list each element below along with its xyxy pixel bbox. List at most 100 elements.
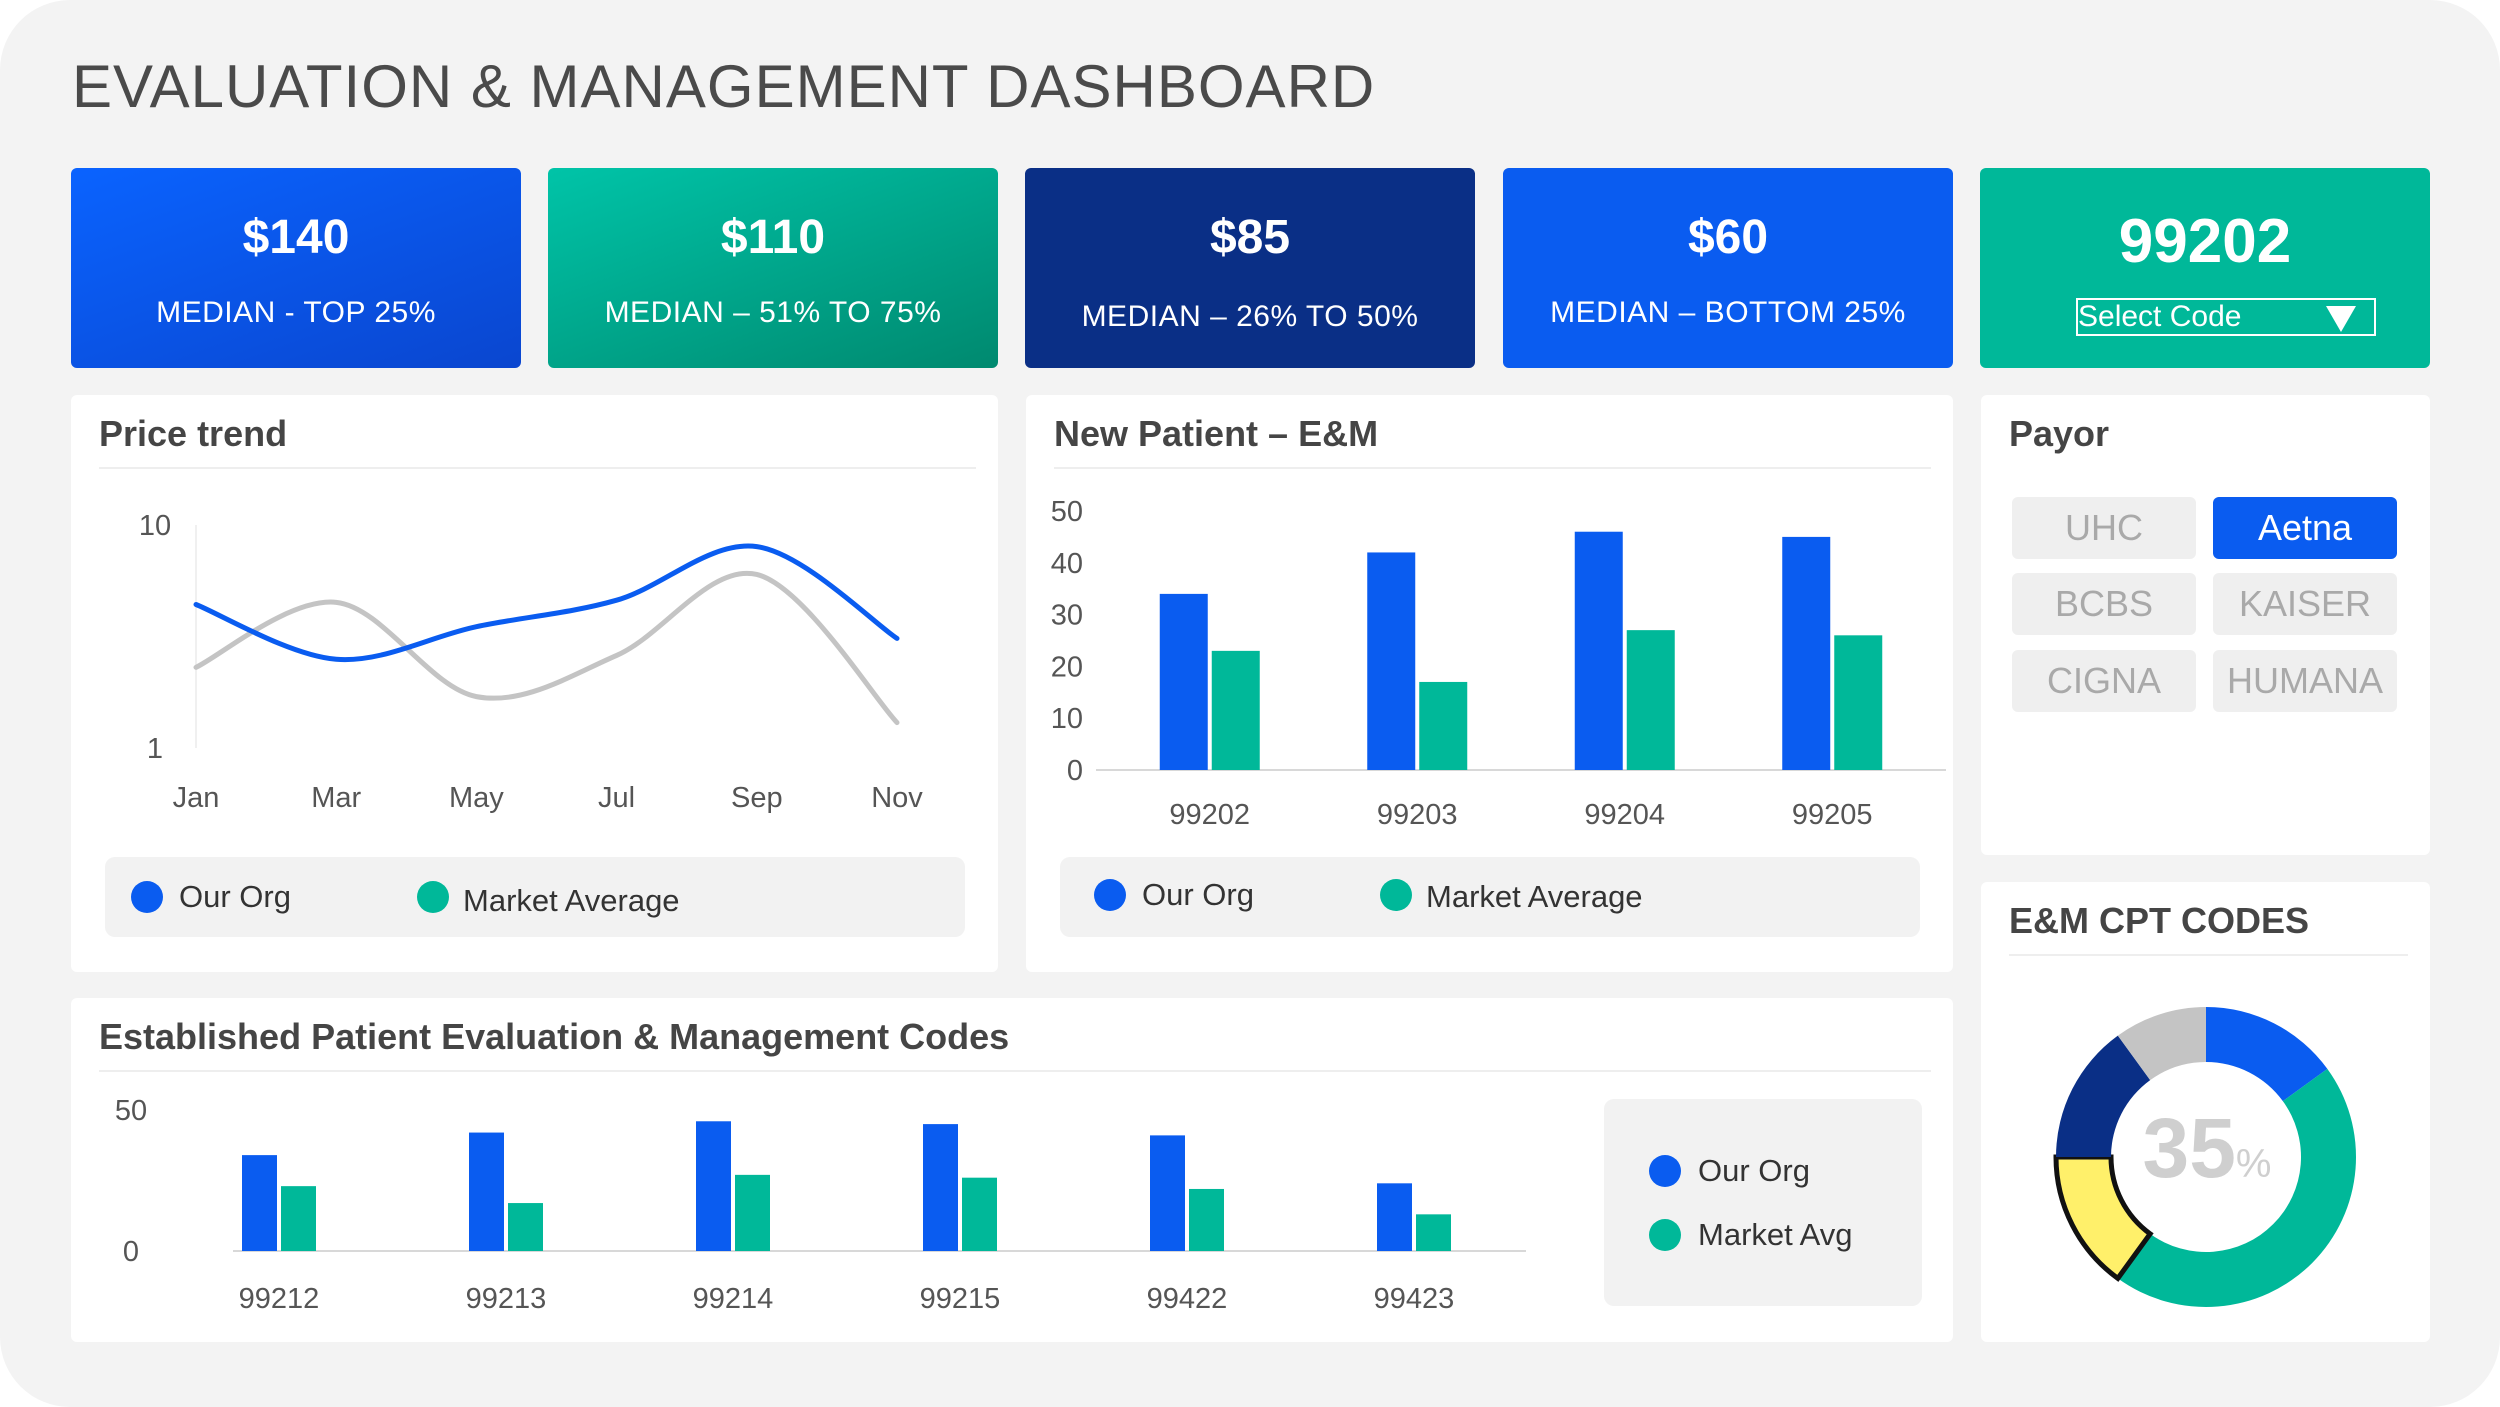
y-tick-label: 30 bbox=[1051, 600, 1083, 632]
x-tick-label: Jul bbox=[598, 782, 635, 814]
card-title: Established Patient Evaluation & Managem… bbox=[99, 1016, 1010, 1057]
established-legend: Our Org Market Avg bbox=[1604, 1099, 1922, 1306]
legend-label: Our Org bbox=[1142, 877, 1254, 912]
y-tick-label: 50 bbox=[115, 1095, 147, 1127]
legend-swatch-our-org bbox=[131, 881, 163, 913]
donut-slice bbox=[2117, 1068, 2356, 1307]
bar-our-org bbox=[696, 1121, 731, 1251]
page-title: EVALUATION & MANAGEMENT DASHBOARD bbox=[72, 53, 1376, 120]
divider bbox=[99, 467, 976, 469]
series-line-our-org bbox=[193, 543, 900, 663]
legend-swatch-market-average bbox=[1380, 879, 1412, 911]
cpt-codes-card: E&M CPT CODES 35% bbox=[1981, 882, 2430, 1342]
bar-our-org bbox=[1377, 1183, 1412, 1251]
payor-card: Payor UHC Aetna BCBS KAISER CIGNA HUMANA bbox=[1981, 395, 2430, 855]
payor-option-cigna[interactable]: CIGNA bbox=[2012, 650, 2196, 712]
established-patient-card: Established Patient Evaluation & Managem… bbox=[71, 998, 1953, 1342]
card-title: New Patient – E&M bbox=[1054, 413, 1379, 454]
y-tick-label: 40 bbox=[1051, 548, 1083, 580]
bar-our-org bbox=[1150, 1135, 1185, 1251]
new-patient-card: New Patient – E&M 0 10 20 30 40 50 99202 99203 9… bbox=[1026, 395, 1953, 972]
y-tick-label: 10 bbox=[1051, 703, 1083, 735]
price-trend-legend: Our Org Market Average bbox=[105, 857, 965, 937]
x-tick-label: 99212 bbox=[239, 1283, 320, 1315]
divider bbox=[2009, 954, 2408, 956]
kpi-label: MEDIAN - TOP 25% bbox=[156, 296, 436, 329]
x-tick-label: 99215 bbox=[920, 1283, 1001, 1315]
legend-swatch-our-org bbox=[1094, 879, 1126, 911]
x-tick-label: 99422 bbox=[1147, 1283, 1228, 1315]
x-tick-label: 99214 bbox=[693, 1283, 774, 1315]
y-tick-label: 10 bbox=[139, 510, 171, 542]
kpi-top-25: $140 MEDIAN - TOP 25% bbox=[71, 168, 521, 368]
x-tick-label: 99204 bbox=[1584, 799, 1665, 831]
kpi-value: $85 bbox=[1209, 211, 1291, 264]
donut-slice bbox=[2056, 1035, 2151, 1157]
divider bbox=[99, 1070, 1931, 1072]
y-tick-label: 1 bbox=[147, 733, 163, 765]
bar-market-average bbox=[1419, 681, 1468, 770]
payor-option-humana[interactable]: HUMANA bbox=[2213, 650, 2397, 712]
payor-option-bcbs[interactable]: BCBS bbox=[2012, 573, 2196, 635]
code-selector-tile: 99202 Select Code bbox=[1980, 168, 2430, 368]
established-patient-chart: 0 50 99212 99213 99214 99215 99422 99423 bbox=[115, 1095, 1526, 1315]
selected-code: 99202 bbox=[2118, 207, 2292, 276]
x-tick-label: Nov bbox=[871, 782, 923, 814]
price-trend-card: Price trend 1 10 Jan Mar May Jul Sep Nov Our Or… bbox=[71, 395, 998, 972]
bar-market-avg bbox=[508, 1203, 543, 1251]
bar-market-avg bbox=[1189, 1188, 1224, 1251]
x-tick-label: May bbox=[449, 782, 504, 814]
y-tick-label: 0 bbox=[123, 1236, 139, 1268]
card-title: E&M CPT CODES bbox=[2009, 900, 2310, 941]
bar-our-org bbox=[242, 1155, 277, 1251]
kpi-value: $110 bbox=[720, 211, 826, 264]
new-patient-chart: 0 10 20 30 40 50 99202 99203 99204 99205 bbox=[1051, 496, 1946, 831]
card-title: Price trend bbox=[99, 413, 288, 454]
divider bbox=[1054, 467, 1931, 469]
y-tick-label: 50 bbox=[1051, 496, 1083, 528]
payor-option-uhc[interactable]: UHC bbox=[2012, 497, 2196, 559]
kpi-value: $60 bbox=[1687, 211, 1769, 264]
x-tick-label: 99205 bbox=[1792, 799, 1873, 831]
legend-label: Market Avg bbox=[1698, 1217, 1853, 1252]
new-patient-legend: Our Org Market Average bbox=[1060, 857, 1920, 937]
payor-option-kaiser[interactable]: KAISER bbox=[2213, 573, 2397, 635]
kpi-value: $140 bbox=[242, 211, 350, 264]
cpt-codes-donut-chart bbox=[2053, 1007, 2356, 1307]
card-title: Payor bbox=[2009, 413, 2110, 454]
kpi-bottom-25: $60 MEDIAN – BOTTOM 25% bbox=[1503, 168, 1953, 368]
y-tick-label: 0 bbox=[1067, 755, 1083, 787]
select-code-dropdown[interactable]: Select Code bbox=[2076, 298, 2376, 336]
x-tick-label: 99213 bbox=[466, 1283, 547, 1315]
legend-swatch-our-org bbox=[1649, 1155, 1681, 1187]
legend-label: Our Org bbox=[179, 879, 291, 914]
legend-label: Market Average bbox=[1426, 879, 1643, 914]
bar-our-org bbox=[1782, 536, 1831, 770]
bar-market-avg bbox=[962, 1177, 997, 1251]
percent-value: 35 bbox=[2142, 1101, 2236, 1195]
series-line-market-average bbox=[193, 570, 900, 726]
legend-swatch-market-avg bbox=[1649, 1219, 1681, 1251]
kpi-26-50: $85 MEDIAN – 26% TO 50% bbox=[1025, 168, 1475, 368]
legend-label: Market Average bbox=[463, 883, 680, 918]
kpi-label: MEDIAN – BOTTOM 25% bbox=[1550, 296, 1906, 329]
bar-market-avg bbox=[1416, 1214, 1451, 1251]
kpi-label: MEDIAN – 26% TO 50% bbox=[1081, 300, 1419, 333]
x-tick-label: 99202 bbox=[1169, 799, 1250, 831]
x-tick-label: 99203 bbox=[1377, 799, 1458, 831]
x-tick-label: 99423 bbox=[1374, 1283, 1455, 1315]
bar-our-org bbox=[1159, 593, 1208, 770]
select-code-label: Select Code bbox=[2078, 300, 2242, 333]
bar-market-average bbox=[1626, 630, 1675, 770]
y-tick-label: 20 bbox=[1051, 651, 1083, 683]
legend-label: Our Org bbox=[1698, 1153, 1810, 1188]
x-tick-label: Sep bbox=[731, 782, 783, 814]
bar-our-org bbox=[1574, 531, 1623, 770]
kpi-label: MEDIAN – 51% TO 75% bbox=[604, 296, 942, 329]
donut-slice bbox=[2117, 1007, 2206, 1081]
donut-center-label: 35% bbox=[2137, 1100, 2277, 1197]
bar-our-org bbox=[469, 1132, 504, 1251]
payor-option-aetna[interactable]: Aetna bbox=[2213, 497, 2397, 559]
donut-slice bbox=[2206, 1007, 2328, 1102]
